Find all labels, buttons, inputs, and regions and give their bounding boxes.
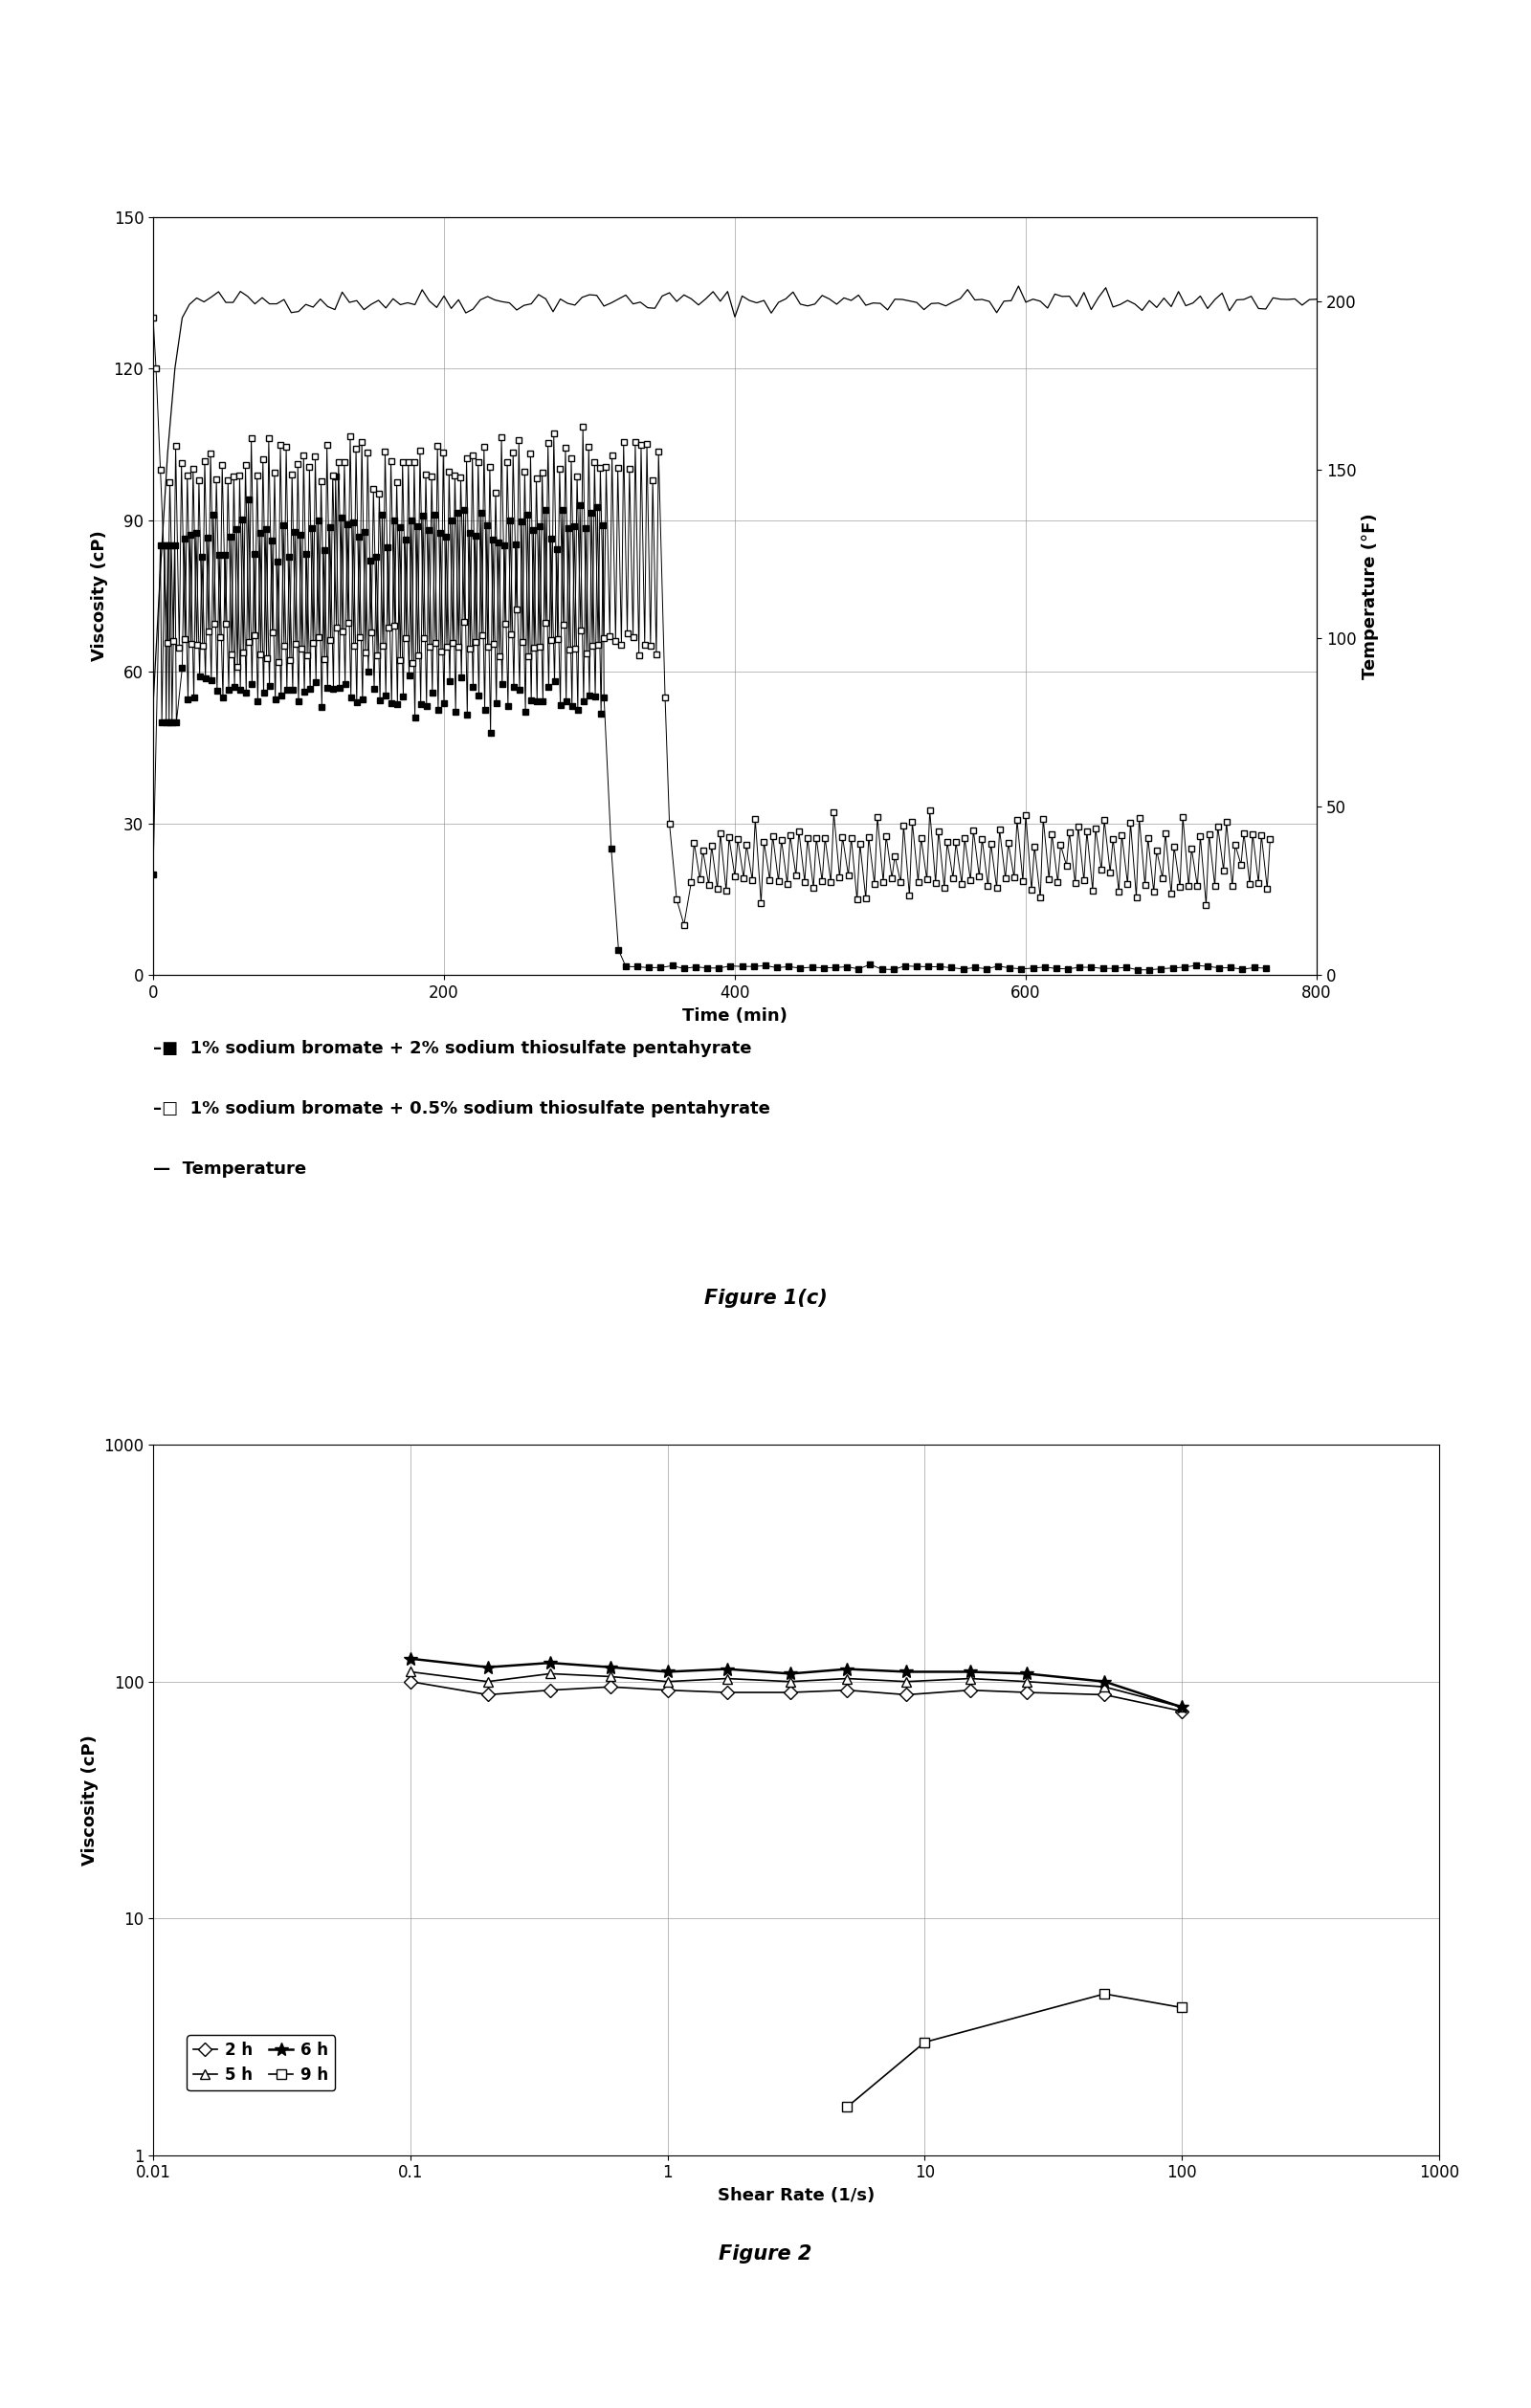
2 h [401,1666,419,1695]
5 h [961,1664,980,1693]
Line: 9 h: 9 h [842,1989,1187,2112]
X-axis label: Time (min): Time (min) [683,1007,787,1023]
5 h [1018,1666,1036,1695]
6 h [658,1657,677,1686]
6 h [479,1652,498,1681]
2 h [658,1676,677,1705]
Line: 5 h: 5 h [406,1666,1187,1712]
2 h [1018,1678,1036,1707]
6 h [602,1652,620,1681]
2 h [837,1676,856,1705]
Text: Figure 2: Figure 2 [720,2244,811,2264]
Legend: 2 h, 5 h, 6 h, 9 h: 2 h, 5 h, 6 h, 9 h [187,2035,335,2090]
6 h [1095,1666,1113,1695]
6 h [897,1657,916,1686]
2 h [1095,1681,1113,1710]
5 h [781,1666,799,1695]
2 h [781,1678,799,1707]
Text: –■  1% sodium bromate + 2% sodium thiosulfate pentahyrate: –■ 1% sodium bromate + 2% sodium thiosul… [153,1040,752,1057]
5 h [479,1666,498,1695]
Y-axis label: Viscosity (cP): Viscosity (cP) [81,1734,98,1866]
9 h [1095,1979,1113,2008]
2 h [540,1676,559,1705]
Y-axis label: Viscosity (cP): Viscosity (cP) [90,530,109,662]
Line: 6 h: 6 h [404,1652,1188,1714]
6 h [718,1654,736,1683]
X-axis label: Shear Rate (1/s): Shear Rate (1/s) [718,2186,874,2203]
Text: —  Temperature: — Temperature [153,1161,306,1178]
5 h [1095,1674,1113,1702]
6 h [401,1645,419,1674]
6 h [961,1657,980,1686]
5 h [602,1662,620,1690]
5 h [540,1659,559,1688]
5 h [658,1666,677,1695]
9 h [1173,1994,1191,2023]
6 h [1018,1659,1036,1688]
2 h [1173,1698,1191,1727]
2 h [897,1681,916,1710]
Text: Figure 1(c): Figure 1(c) [704,1288,827,1308]
Line: 2 h: 2 h [406,1676,1187,1717]
9 h [916,2028,934,2056]
9 h [837,2093,856,2121]
6 h [540,1649,559,1678]
6 h [837,1654,856,1683]
5 h [401,1657,419,1686]
2 h [961,1676,980,1705]
5 h [897,1666,916,1695]
5 h [1173,1693,1191,1722]
2 h [602,1674,620,1702]
5 h [837,1664,856,1693]
Y-axis label: Temperature (°F): Temperature (°F) [1361,513,1379,679]
6 h [781,1659,799,1688]
6 h [1173,1693,1191,1722]
5 h [718,1664,736,1693]
Text: –□  1% sodium bromate + 0.5% sodium thiosulfate pentahyrate: –□ 1% sodium bromate + 0.5% sodium thios… [153,1100,770,1117]
2 h [479,1681,498,1710]
2 h [718,1678,736,1707]
